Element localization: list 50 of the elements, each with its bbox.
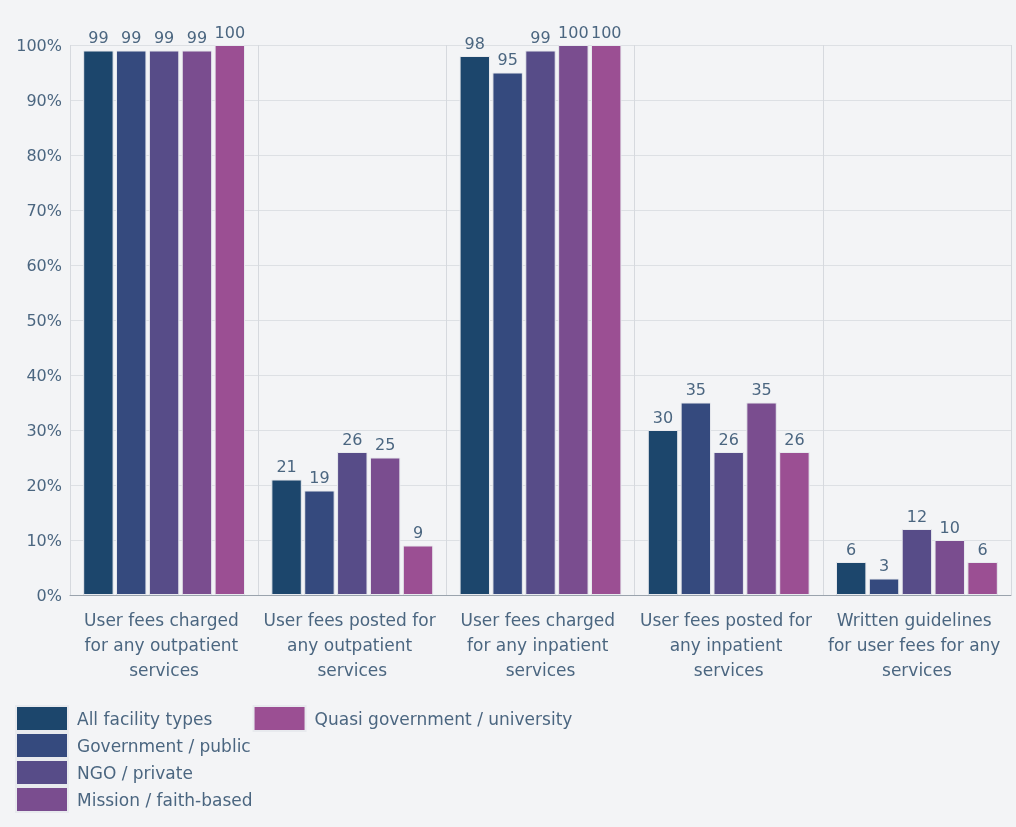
y-tick-label: 30%	[26, 420, 62, 440]
y-tick-label: 20%	[26, 475, 62, 495]
data-label: 99	[88, 28, 109, 47]
data-label: 95	[497, 50, 518, 69]
data-label: 6	[977, 539, 988, 559]
y-tick-label: 40%	[26, 365, 62, 385]
data-label: 100	[590, 22, 622, 42]
data-label: 9	[412, 523, 424, 542]
data-label: 99	[121, 28, 142, 47]
x-tick-label: User fees posted for any outpatient services	[263, 609, 442, 680]
bar	[967, 562, 998, 595]
data-label: 99	[153, 28, 175, 47]
y-tick-label: 0%	[36, 585, 62, 605]
y-tick-label: 50%	[26, 310, 62, 330]
data-label: 10	[939, 517, 960, 537]
data-label: 12	[906, 506, 928, 526]
data-label: 99	[530, 28, 551, 47]
data-label: 25	[374, 435, 396, 454]
data-label: 30	[652, 407, 674, 427]
data-label: 99	[186, 28, 208, 47]
bar	[402, 545, 434, 595]
y-tick-label: 90%	[26, 90, 62, 110]
data-label: 3	[878, 556, 890, 575]
x-tick-label: User fees charged for any inpatient services	[460, 609, 621, 680]
legend-label: NGO / private	[77, 762, 193, 783]
legend-label: Government / public	[77, 735, 251, 756]
data-label: 21	[276, 457, 297, 476]
data-label: 6	[846, 539, 857, 559]
data-label: 100	[558, 22, 589, 42]
x-tick-label: Written guidelines for user fees for any services	[827, 609, 1006, 680]
data-label: 100	[214, 22, 246, 42]
bar	[868, 578, 900, 595]
data-label: 98	[464, 33, 485, 53]
legend-label: All facility types	[77, 708, 213, 729]
data-label: 35	[751, 380, 772, 399]
y-tick-label: 60%	[26, 255, 62, 275]
data-label: 26	[718, 429, 739, 449]
data-label: 19	[309, 468, 330, 487]
x-tick-label: User fees charged for any outpatient services	[84, 609, 245, 680]
y-tick-label: 100%	[16, 35, 62, 55]
bar	[835, 562, 867, 595]
data-label: 26	[342, 429, 363, 449]
legend-label: Mission / faith-based	[77, 789, 253, 810]
y-tick-label: 10%	[26, 530, 62, 550]
x-tick-label: User fees posted for any inpatient services	[639, 609, 818, 680]
y-tick-label: 80%	[26, 145, 62, 165]
data-label: 35	[685, 380, 707, 399]
data-label: 26	[784, 429, 805, 449]
legend-label: Quasi government / university	[314, 708, 573, 729]
y-tick-label: 70%	[26, 200, 62, 220]
